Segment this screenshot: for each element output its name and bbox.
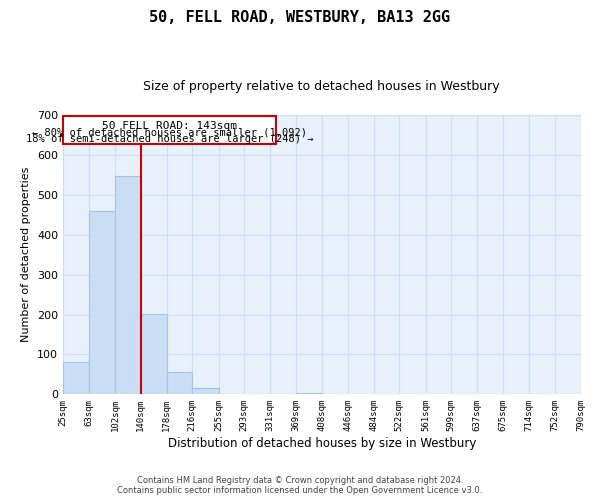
Bar — [89, 211, 115, 394]
Bar — [296, 393, 322, 394]
Text: 18% of semi-detached houses are larger (248) →: 18% of semi-detached houses are larger (… — [26, 134, 313, 144]
Text: ← 80% of detached houses are smaller (1,092): ← 80% of detached houses are smaller (1,… — [32, 128, 307, 138]
X-axis label: Distribution of detached houses by size in Westbury: Distribution of detached houses by size … — [167, 437, 476, 450]
FancyBboxPatch shape — [63, 116, 276, 143]
Bar — [141, 314, 167, 394]
Text: 50, FELL ROAD, WESTBURY, BA13 2GG: 50, FELL ROAD, WESTBURY, BA13 2GG — [149, 10, 451, 25]
Bar — [115, 176, 141, 394]
Bar — [192, 388, 218, 394]
Text: 50 FELL ROAD: 143sqm: 50 FELL ROAD: 143sqm — [102, 121, 237, 131]
Title: Size of property relative to detached houses in Westbury: Size of property relative to detached ho… — [143, 80, 500, 93]
Text: Contains HM Land Registry data © Crown copyright and database right 2024.
Contai: Contains HM Land Registry data © Crown c… — [118, 476, 482, 495]
Bar — [167, 372, 192, 394]
Bar — [63, 362, 89, 394]
Y-axis label: Number of detached properties: Number of detached properties — [22, 167, 31, 342]
